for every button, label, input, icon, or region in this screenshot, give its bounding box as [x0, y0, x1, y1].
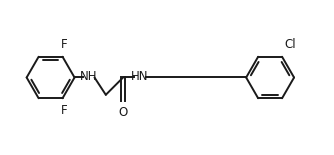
- Text: HN: HN: [131, 70, 149, 83]
- Text: F: F: [61, 38, 67, 51]
- Text: F: F: [61, 104, 67, 117]
- Text: O: O: [119, 106, 128, 119]
- Text: NH: NH: [80, 70, 97, 83]
- Text: Cl: Cl: [285, 38, 296, 51]
